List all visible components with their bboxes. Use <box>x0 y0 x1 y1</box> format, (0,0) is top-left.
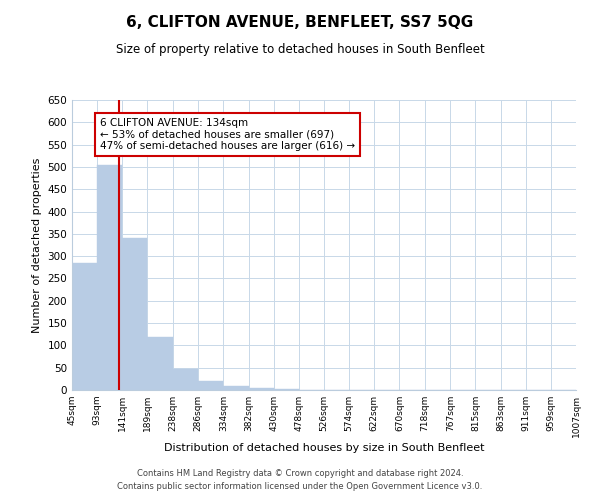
Bar <box>173 369 198 390</box>
Bar <box>97 164 122 390</box>
Bar <box>198 381 223 390</box>
Text: Contains public sector information licensed under the Open Government Licence v3: Contains public sector information licen… <box>118 482 482 491</box>
Bar <box>148 338 173 390</box>
Text: 6, CLIFTON AVENUE, BENFLEET, SS7 5QG: 6, CLIFTON AVENUE, BENFLEET, SS7 5QG <box>127 15 473 30</box>
Text: 6 CLIFTON AVENUE: 134sqm
← 53% of detached houses are smaller (697)
47% of semi-: 6 CLIFTON AVENUE: 134sqm ← 53% of detach… <box>100 118 355 151</box>
Bar <box>122 238 148 390</box>
Bar <box>223 386 248 390</box>
Text: Contains HM Land Registry data © Crown copyright and database right 2024.: Contains HM Land Registry data © Crown c… <box>137 468 463 477</box>
Bar <box>72 263 97 390</box>
Bar <box>274 389 299 390</box>
Y-axis label: Number of detached properties: Number of detached properties <box>32 158 42 332</box>
X-axis label: Distribution of detached houses by size in South Benfleet: Distribution of detached houses by size … <box>164 442 484 452</box>
Bar <box>248 388 274 390</box>
Text: Size of property relative to detached houses in South Benfleet: Size of property relative to detached ho… <box>116 42 484 56</box>
